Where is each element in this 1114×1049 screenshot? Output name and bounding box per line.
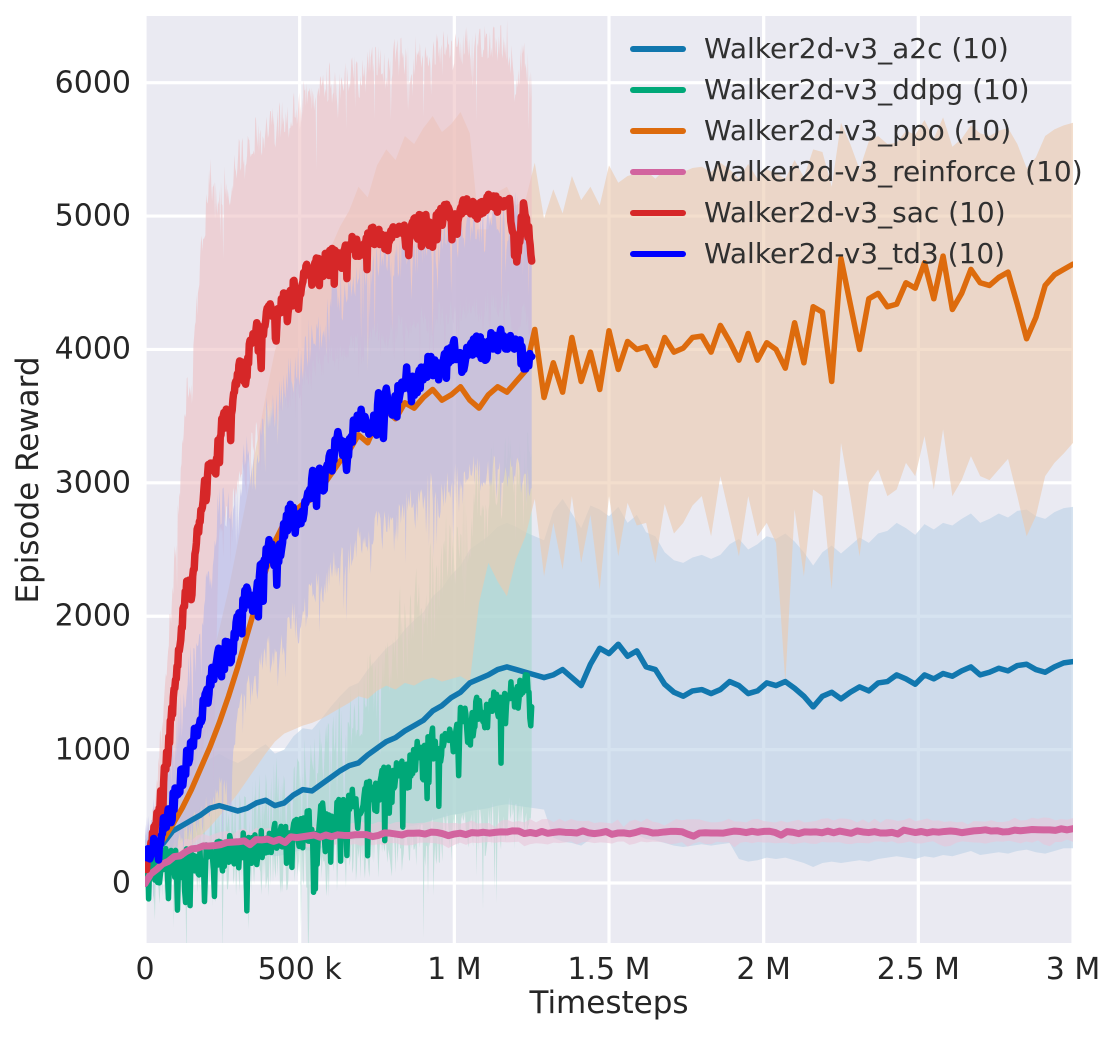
y-axis-label-container: Episode Reward xyxy=(10,0,46,1049)
legend-color-swatch xyxy=(630,86,686,93)
series-line xyxy=(145,325,536,864)
series-line xyxy=(145,641,1073,862)
confidence-band xyxy=(145,432,532,943)
series-line xyxy=(145,190,536,874)
legend-label: Walker2d-v3_sac (10) xyxy=(704,195,1006,229)
x-tick-label: 0 xyxy=(135,952,155,987)
y-tick-label: 6000 xyxy=(54,65,131,101)
legend-color-swatch xyxy=(630,127,686,134)
x-tick-label: 500 k xyxy=(257,952,342,987)
legend-item[interactable]: Walker2d-v3_reinforce (10) xyxy=(630,151,1083,192)
legend-label: Walker2d-v3_td3 (10) xyxy=(704,236,1006,270)
legend-color-swatch xyxy=(630,250,686,257)
y-tick-label: 3000 xyxy=(54,465,131,501)
legend-item[interactable]: Walker2d-v3_a2c (10) xyxy=(630,28,1070,69)
series-line xyxy=(145,253,1073,866)
y-axis-ticks: 0 1000 2000 3000 4000 5000 6000 xyxy=(0,0,131,1049)
x-axis-label: Timesteps xyxy=(529,985,689,1021)
legend-label: Walker2d-v3_reinforce (10) xyxy=(704,154,1083,188)
series-lines xyxy=(145,190,1073,914)
y-tick-label: 5000 xyxy=(54,198,131,234)
x-tick-label: 2 M xyxy=(736,952,791,987)
legend-label: Walker2d-v3_a2c (10) xyxy=(704,31,1009,65)
legend-label: Walker2d-v3_ddpg (10) xyxy=(704,72,1030,106)
legend-color-swatch xyxy=(630,168,686,175)
legend-item[interactable]: Walker2d-v3_td3 (10) xyxy=(630,233,1070,274)
x-tick-label: 1.5 M xyxy=(567,952,651,987)
y-tick-label: 4000 xyxy=(54,331,131,367)
y-tick-label: 2000 xyxy=(54,598,131,634)
x-tick-label: 2.5 M xyxy=(876,952,960,987)
legend-color-swatch xyxy=(630,209,686,216)
legend-color-swatch xyxy=(630,45,686,52)
y-axis-label: Episode Reward xyxy=(10,356,46,604)
legend-label: Walker2d-v3_ppo (10) xyxy=(704,113,1012,147)
x-tick-label: 1 M xyxy=(427,952,482,987)
legend-item[interactable]: Walker2d-v3_ppo (10) xyxy=(630,110,1070,151)
series-line xyxy=(145,825,1073,888)
legend-item[interactable]: Walker2d-v3_sac (10) xyxy=(630,192,1070,233)
legend-item[interactable]: Walker2d-v3_ddpg (10) xyxy=(630,69,1070,110)
chart-legend: Walker2d-v3_a2c (10) Walker2d-v3_ddpg (10… xyxy=(630,28,1083,274)
y-tick-label: 1000 xyxy=(54,732,131,768)
x-tick-label: 3 M xyxy=(1045,952,1101,987)
y-tick-label: 0 xyxy=(111,865,131,901)
